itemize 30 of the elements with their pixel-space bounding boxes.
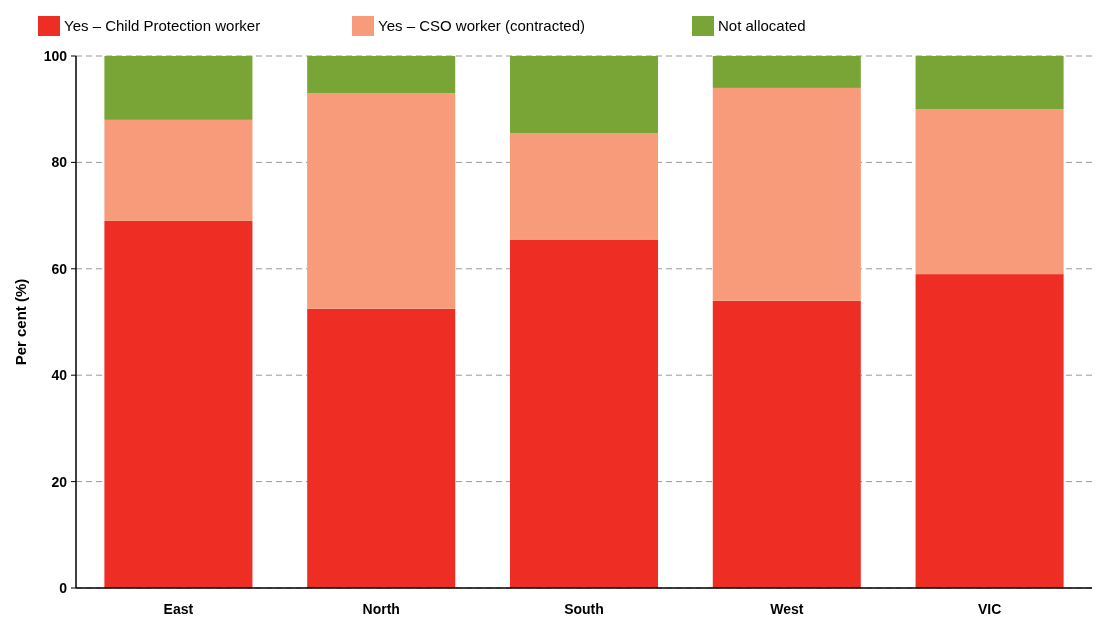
bar [509,239,659,588]
bar [712,300,861,588]
x-tick-label: North [362,601,400,617]
bar [915,109,1064,275]
x-tick-label: West [770,601,804,617]
bar [104,56,253,120]
legend-label: Yes – CSO worker (contracted) [378,17,586,35]
bar [712,87,861,301]
y-tick-label: 80 [51,154,68,171]
legend-label: Yes – Child Protection worker [64,17,261,35]
bar [915,56,1064,110]
bar [104,220,253,588]
bar [104,119,253,221]
bar [915,274,1064,588]
bar [307,56,456,94]
y-tick-label: 40 [51,367,68,384]
x-tick-label: VIC [977,601,1002,617]
y-tick-label: 0 [59,579,68,596]
y-axis-title: Per cent (%) [12,278,29,366]
bar [509,133,659,240]
legend-label: Not allocated [718,17,806,35]
bar [509,56,659,134]
x-tick-label: South [564,601,604,617]
bar [307,308,456,588]
y-tick-label: 100 [43,47,68,64]
y-tick-label: 60 [51,260,68,277]
x-tick-label: East [163,601,194,617]
bar [712,56,861,88]
y-tick-label: 20 [51,473,68,490]
bar [307,93,456,309]
